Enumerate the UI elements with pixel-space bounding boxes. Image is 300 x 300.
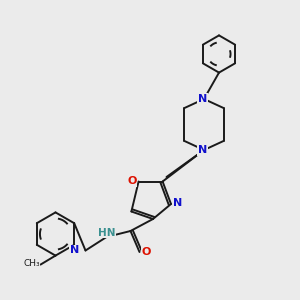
- Text: CH₃: CH₃: [23, 259, 40, 268]
- Text: N: N: [198, 145, 207, 155]
- Text: O: O: [127, 176, 137, 186]
- Text: N: N: [173, 198, 182, 208]
- Text: O: O: [141, 247, 151, 257]
- Text: HN: HN: [98, 227, 115, 238]
- Text: N: N: [70, 245, 79, 255]
- Text: N: N: [198, 94, 207, 104]
